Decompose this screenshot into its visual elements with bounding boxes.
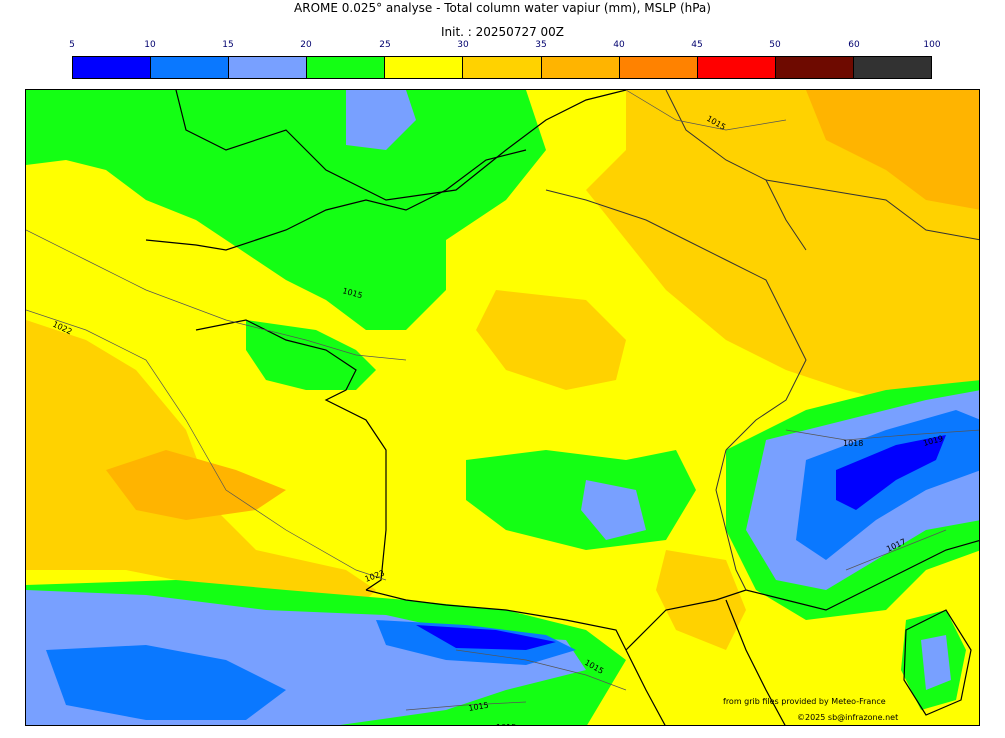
- colorbar-tick: 10: [144, 40, 156, 50]
- colorbar-segment: [619, 57, 698, 78]
- field-35-40-west: [106, 450, 286, 520]
- isobar-label: 1018: [843, 439, 863, 448]
- field-20-25-north: [26, 90, 546, 330]
- country-borders: [545, 90, 979, 591]
- map-title: AROME 0.025° analyse - Total column wate…: [294, 1, 711, 15]
- data-source-credit: from grib files provided by Meteo-France: [723, 697, 886, 706]
- field-30-35-west: [26, 320, 376, 610]
- isobar-label: 1015: [496, 723, 516, 726]
- colorbar-segment: [73, 57, 152, 78]
- water-vapour-map: 1015 1015 1022 1023 1015 1018 1019 1017 …: [26, 90, 979, 726]
- colorbar-tick: 35: [535, 40, 547, 50]
- colorbar-tick: 100: [923, 40, 941, 50]
- colorbar-segment: [307, 57, 386, 78]
- field-15-20-corsica: [921, 635, 951, 690]
- coastlines: [145, 90, 979, 725]
- colorbar-tick: 5: [69, 40, 75, 50]
- field-35-40-east: [806, 90, 979, 210]
- colorbar-tick: 15: [222, 40, 234, 50]
- isobar-label: 1015: [468, 701, 490, 713]
- colorbar-tick-labels: 5 10 15 20 25 30 35 40 45 50 60 100: [0, 40, 1005, 54]
- colorbar-segment: [463, 57, 542, 78]
- field-15-20-north: [346, 90, 416, 150]
- colorbar-segment: [151, 57, 230, 78]
- copyright-credit: ©2025 sb@infrazone.net: [797, 713, 899, 722]
- field-15-20-massif: [581, 480, 646, 540]
- init-time: Init. : 20250727 00Z: [440, 25, 565, 39]
- field-30-35-centre: [476, 290, 626, 390]
- colorbar-segment: [775, 57, 854, 78]
- field-30-35-east: [586, 90, 979, 420]
- field-10-15-spain: [46, 645, 286, 720]
- isobars: [26, 90, 979, 711]
- field-30-35-south-east: [656, 550, 746, 650]
- colorbar-tick: 25: [379, 40, 391, 50]
- colorbar-segment: [697, 57, 776, 78]
- field-5-10-pyrenees: [416, 625, 556, 650]
- field-20-25-brittany: [246, 320, 376, 390]
- colorbar-tick: 20: [300, 40, 312, 50]
- colorbar-tick: 50: [769, 40, 781, 50]
- map-panel: 1015 1015 1022 1023 1015 1018 1019 1017 …: [25, 89, 980, 726]
- colorbar-segment: [385, 57, 464, 78]
- colorbar: [72, 56, 932, 79]
- colorbar-tick: 30: [457, 40, 469, 50]
- colorbar-tick: 40: [613, 40, 625, 50]
- colorbar-tick: 60: [848, 40, 860, 50]
- colorbar-segment: [853, 57, 932, 78]
- colorbar-segment: [229, 57, 308, 78]
- colorbar-tick: 45: [691, 40, 703, 50]
- field-5-10-alps: [836, 435, 946, 510]
- colorbar-segment: [541, 57, 620, 78]
